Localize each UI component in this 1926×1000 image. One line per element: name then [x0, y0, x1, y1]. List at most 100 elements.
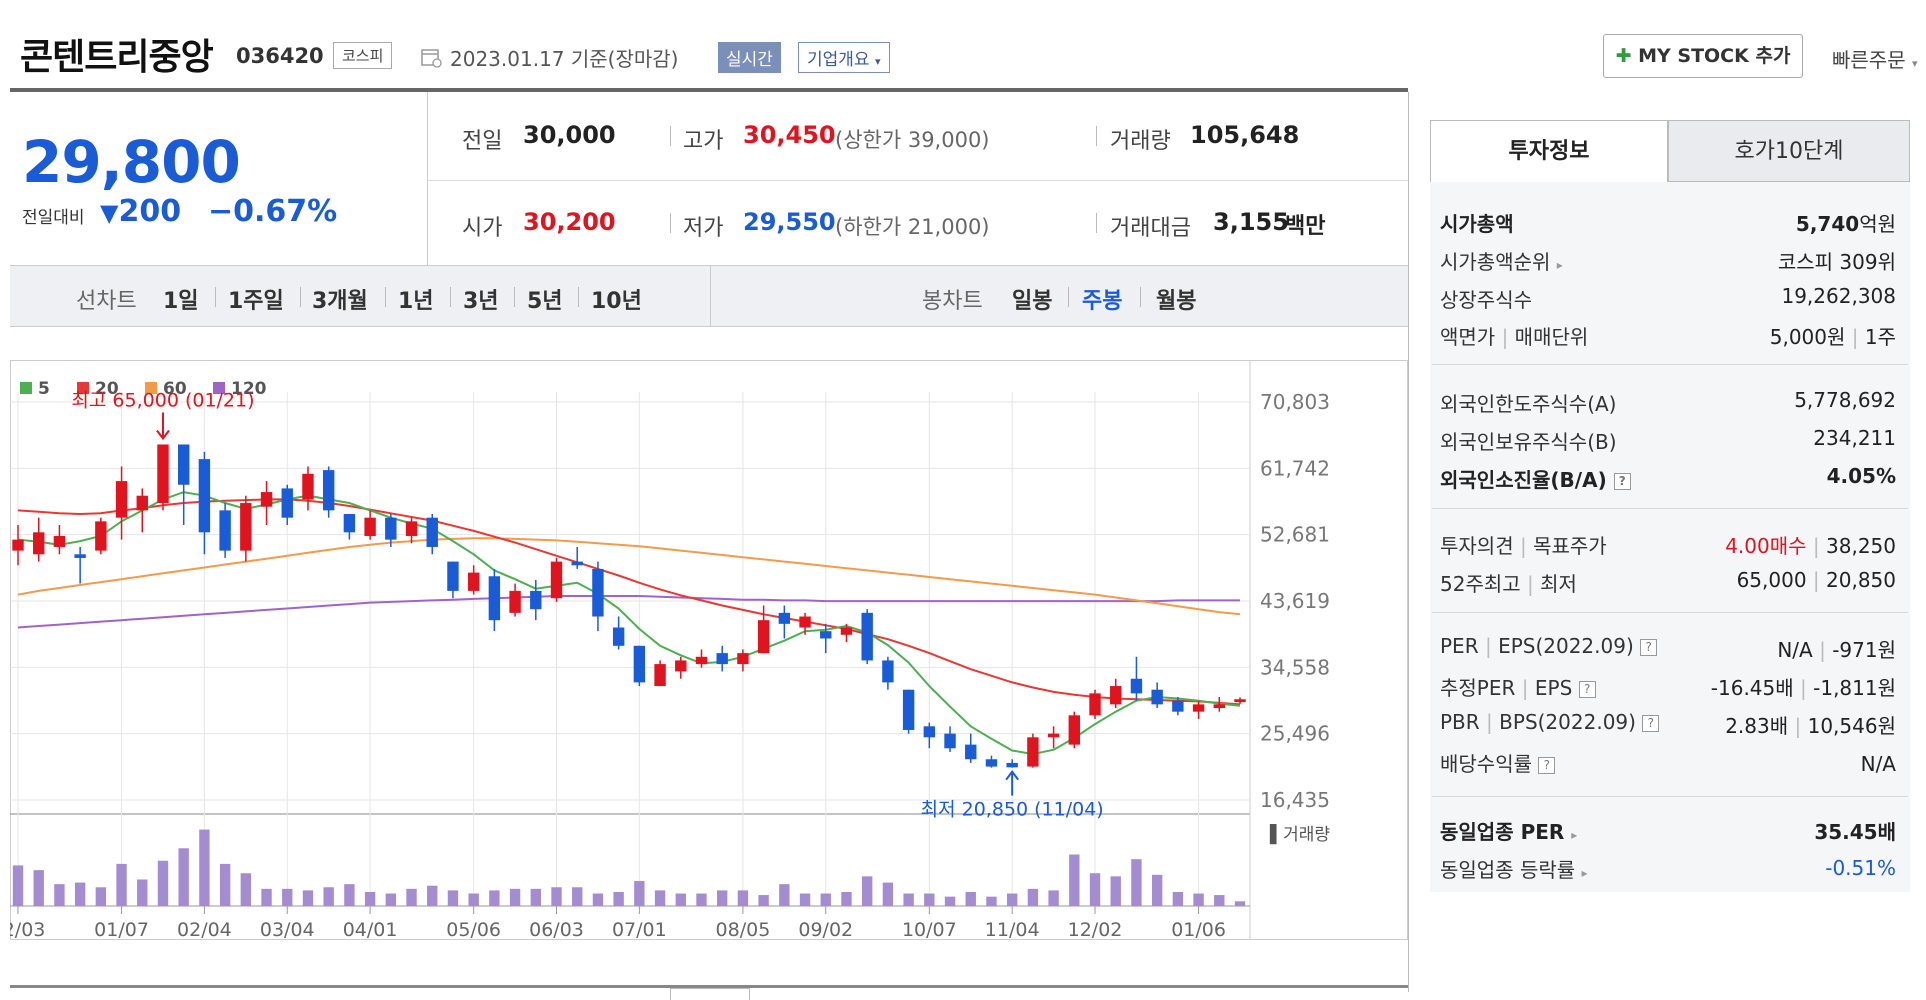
- tab-investment-info[interactable]: 투자정보: [1430, 120, 1668, 182]
- volume-bar: [282, 888, 293, 906]
- my-stock-add-button[interactable]: ✚ MY STOCK 추가: [1603, 34, 1803, 78]
- candle-body: [33, 532, 45, 555]
- lower-limit: (하한가 21,000): [835, 215, 990, 239]
- x-tick-label: 09/02: [798, 919, 853, 940]
- candle-body: [219, 510, 231, 551]
- candle-body: [654, 664, 666, 687]
- w52-value-wrap: 65,000 | 20,850: [1736, 568, 1896, 592]
- open-value: 30,200: [523, 208, 616, 236]
- candle-body: [115, 481, 128, 518]
- volume-bar: [737, 890, 749, 906]
- volume-bar: [509, 888, 521, 906]
- help-icon[interactable]: ?: [1538, 757, 1556, 774]
- industry-rate-link[interactable]: 동일업종 등락률 ▸: [1440, 854, 1588, 883]
- candle-body: [1192, 704, 1205, 712]
- foreign-ratio-label-wrap: 외국인소진율(B/A) ?: [1440, 464, 1631, 493]
- candle-body: [1130, 678, 1143, 694]
- volume-label: 거래량: [1110, 129, 1171, 154]
- volume-bar: [903, 893, 914, 906]
- company-overview-dropdown[interactable]: 기업개요 ▾: [798, 42, 890, 73]
- w52-low-value: 20,850: [1826, 568, 1896, 592]
- y-tick-label: 16,435: [1260, 788, 1330, 812]
- candle-body: [1110, 686, 1122, 705]
- est-per-label: 추정PER: [1440, 676, 1516, 700]
- open-label: 시가: [462, 216, 503, 241]
- tab-5year[interactable]: 5년: [527, 289, 563, 314]
- separator: [1068, 287, 1069, 307]
- market-cap-label: 시가총액: [1440, 212, 1514, 236]
- per-value: N/A: [1777, 638, 1813, 662]
- chevron-down-icon: ▾: [1911, 57, 1918, 70]
- candle-body: [1006, 762, 1018, 768]
- header-divider: [10, 88, 1408, 92]
- quick-order-label: 빠른주문: [1832, 48, 1906, 72]
- industry-per-label: 동일업종 PER: [1440, 820, 1565, 844]
- candle-body: [633, 645, 646, 683]
- market-cap-rank-link[interactable]: 시가총액순위 ▸: [1440, 246, 1563, 275]
- tab-3month[interactable]: 3개월: [312, 289, 368, 314]
- tab-1day[interactable]: 1일: [163, 289, 199, 314]
- separator: [300, 287, 301, 307]
- y-tick-label: 43,619: [1260, 589, 1330, 613]
- expand-chart-handle[interactable]: [670, 988, 750, 1000]
- foreign-hold-value: 234,211: [1813, 426, 1896, 450]
- volume-bar: [157, 860, 169, 906]
- pbr-label: PBR: [1440, 710, 1480, 734]
- trade-amount-value: 3,155: [1213, 208, 1289, 236]
- base-date: 2023.01.17 기준(장마감): [450, 47, 679, 71]
- candle-body: [1047, 733, 1060, 738]
- help-icon[interactable]: ?: [1642, 715, 1660, 732]
- candle-body: [1151, 689, 1163, 705]
- market-cap-value: 5,740억원: [1796, 208, 1896, 237]
- candle-body: [820, 631, 832, 639]
- low-annotation-label: 최저 20,850 (11/04): [921, 799, 1104, 821]
- x-tick-label: 02/04: [177, 919, 232, 940]
- volume-bar: [862, 876, 873, 906]
- chart-period-tabs: [10, 265, 1408, 327]
- tab-orderbook-10[interactable]: 호가10단계: [1668, 120, 1910, 182]
- est-per-label-wrap: 추정PER | EPS ?: [1440, 672, 1596, 701]
- industry-per-link[interactable]: 동일업종 PER ▸: [1440, 816, 1577, 845]
- volume-bar: [965, 891, 976, 906]
- x-tick-label: 05/06: [446, 919, 501, 940]
- realtime-button[interactable]: 실시간: [718, 42, 781, 73]
- high-value: 30,450: [743, 121, 836, 149]
- panel-divider: [1408, 92, 1409, 992]
- volume-bar: [1151, 874, 1163, 906]
- tab-daily[interactable]: 일봉: [1012, 289, 1053, 314]
- candle-body: [902, 689, 915, 730]
- legend-swatch: [213, 382, 225, 394]
- candle-body: [95, 521, 107, 551]
- help-icon[interactable]: ?: [1613, 473, 1631, 490]
- separator: [1140, 287, 1141, 307]
- volume-bar: [427, 885, 438, 906]
- candle-body: [1234, 699, 1246, 703]
- volume-bar: [137, 879, 148, 906]
- tab-10year[interactable]: 10년: [591, 289, 642, 314]
- volume-bar: [613, 891, 624, 906]
- x-tick-label: 10/07: [902, 919, 957, 940]
- help-icon[interactable]: ?: [1640, 639, 1658, 656]
- x-tick-label: 08/05: [716, 919, 771, 940]
- tab-3year[interactable]: 3년: [463, 289, 499, 314]
- separator: [514, 287, 515, 307]
- tab-1week[interactable]: 1주일: [228, 289, 284, 314]
- per-value-wrap: N/A | -971원: [1777, 638, 1896, 662]
- volume-bar: [199, 829, 210, 906]
- tab-1year[interactable]: 1년: [398, 289, 434, 314]
- volume-bar: [33, 870, 44, 906]
- change-label: 전일대비: [22, 208, 85, 228]
- tab-monthly[interactable]: 월봉: [1156, 289, 1197, 314]
- quick-order-button[interactable]: 빠른주문 ▾: [1832, 44, 1918, 73]
- candle-body: [985, 759, 998, 767]
- volume-bar: [1172, 891, 1184, 906]
- help-icon[interactable]: ?: [1578, 681, 1596, 698]
- volume-bar: [116, 863, 127, 906]
- market-badge: 코스피: [333, 42, 393, 69]
- tab-weekly[interactable]: 주봉: [1082, 289, 1123, 314]
- pbr-value-wrap: 2.83배 | 10,546원: [1725, 714, 1896, 738]
- volume-bar: [219, 863, 231, 906]
- separator: [1096, 126, 1097, 146]
- eps-label: EPS(2022.09): [1498, 634, 1634, 658]
- volume-bar: [1214, 895, 1225, 906]
